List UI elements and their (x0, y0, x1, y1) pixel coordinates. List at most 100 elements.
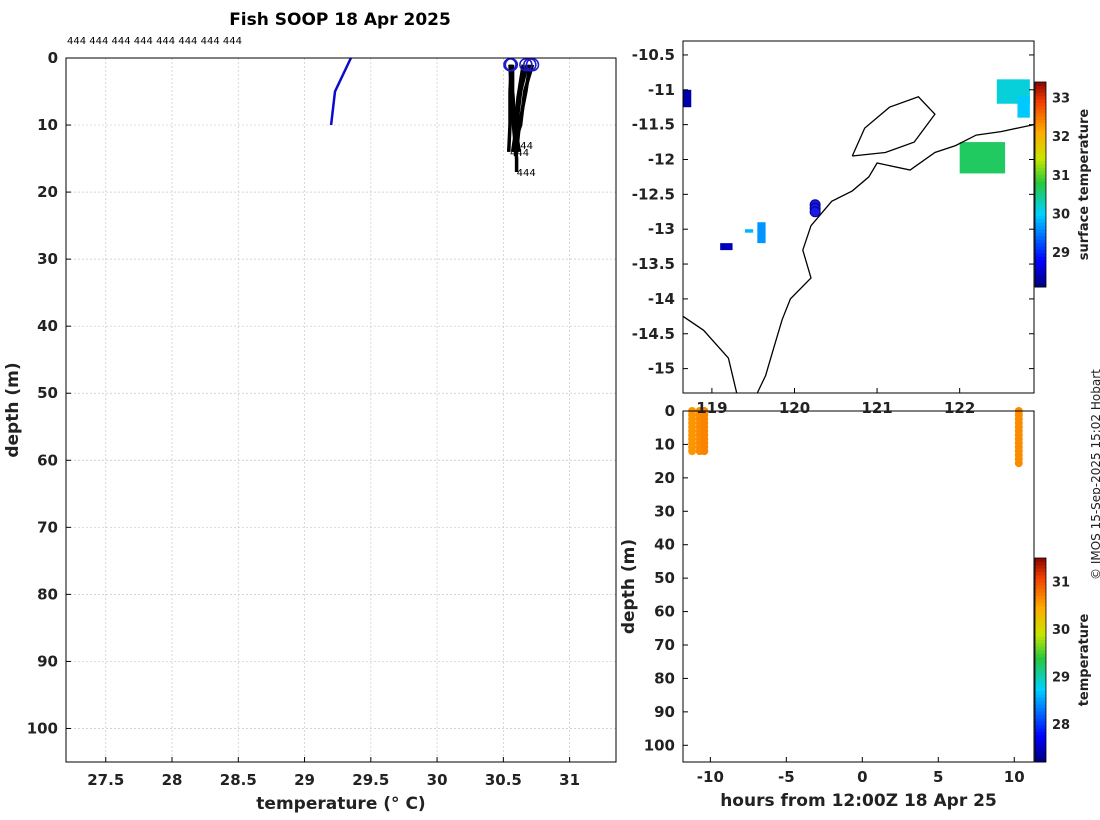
sst-colorbar-segment (1035, 177, 1046, 182)
profile-start-marker (519, 57, 533, 72)
profile-x-tick-label: 29 (294, 771, 315, 789)
profile-x-tick-label: 29.5 (352, 771, 389, 789)
temp-colorbar-segment (1035, 571, 1046, 576)
temp-colorbar-segment (1035, 663, 1046, 668)
sst-colorbar-label: surface temperature (1077, 109, 1092, 261)
temp-colorbar-segment (1035, 643, 1046, 647)
depth-time-y-tick-label: 20 (654, 469, 675, 487)
temp-colorbar-segment (1035, 660, 1046, 664)
temp-colorbar-segment (1035, 670, 1046, 675)
map-y-tick-label: -11.5 (632, 116, 675, 134)
coastline-0 (682, 315, 738, 394)
sst-colorbar-segment (1035, 160, 1046, 165)
profile-axes-frame (65, 57, 617, 763)
temp-colorbar-segment (1035, 568, 1046, 573)
depth-time-x-tick-label: 10 (1004, 768, 1025, 786)
temp-colorbar-segment (1035, 615, 1046, 620)
temp-colorbar-segment (1035, 728, 1046, 732)
profile-x-tick-label: 30 (427, 771, 448, 789)
temp-colorbar-segment (1035, 751, 1046, 756)
sst-colorbar-segment (1035, 194, 1046, 199)
depth-time-y-tick-label: 60 (654, 603, 675, 621)
map-y-tick-label: -12.5 (632, 185, 675, 203)
sst-colorbar-segment (1035, 102, 1046, 107)
temp-colorbar-segment (1035, 598, 1046, 603)
temp-colorbar-segment (1035, 626, 1046, 630)
sst-colorbar-segment (1035, 273, 1046, 278)
sst-patch-3 (683, 89, 692, 108)
temp-colorbar-segment (1035, 561, 1046, 566)
sst-colorbar-segment (1035, 119, 1046, 124)
temp-colorbar-segment (1035, 558, 1046, 562)
sst-colorbar-segment (1035, 136, 1046, 141)
temp-colorbar-segment (1035, 683, 1046, 688)
sst-colorbar-segment (1035, 235, 1046, 240)
temp-colorbar-segment (1035, 738, 1046, 743)
temp-colorbar-segment (1035, 694, 1046, 698)
sst-colorbar-segment (1035, 184, 1046, 189)
depth-time-x-axis-label: hours from 12:00Z 18 Apr 25 (720, 791, 997, 811)
sst-colorbar-segment (1035, 222, 1046, 226)
temp-colorbar-segment (1035, 745, 1046, 749)
depth-time-y-tick-label: 50 (654, 569, 675, 587)
temp-colorbar-segment (1035, 632, 1046, 637)
temp-colorbar-segment (1035, 649, 1046, 654)
temp-colorbar-segment (1035, 622, 1046, 627)
sst-colorbar-segment (1035, 92, 1046, 97)
temp-colorbar-segment (1035, 704, 1046, 709)
temp-colorbar-segment (1035, 588, 1046, 593)
temp-colorbar-segment (1035, 653, 1046, 658)
temp-colorbar-segment (1035, 605, 1046, 610)
profile-y-tick-label: 10 (37, 116, 58, 134)
sst-colorbar-segment (1035, 109, 1046, 114)
sst-colorbar-segment (1035, 283, 1046, 288)
profile-y-tick-label: 40 (37, 317, 58, 335)
temp-colorbar-segment (1035, 609, 1046, 613)
sst-colorbar-segment (1035, 215, 1046, 220)
temp-colorbar-segment (1035, 697, 1046, 702)
temp-colorbar-segment (1035, 619, 1046, 624)
sst-patch-5 (757, 222, 766, 244)
map-x-tick-label: 120 (779, 399, 810, 417)
depth-time-y-tick-label: 80 (654, 669, 675, 687)
temp-colorbar-segment (1035, 639, 1046, 644)
depth-time-y-tick-label: 0 (665, 402, 675, 420)
sst-colorbar-segment (1035, 225, 1046, 230)
temp-colorbar-segment (1035, 636, 1046, 641)
sst-colorbar-segment (1035, 198, 1046, 203)
sst-patch-4 (720, 243, 733, 251)
temp-colorbar-tick-label: 28 (1052, 718, 1070, 733)
map-x-tick-label: 121 (861, 399, 892, 417)
temp-colorbar-segment (1035, 687, 1046, 692)
map-y-tick-label: -14 (648, 290, 675, 308)
map-x-tick-label: 122 (944, 399, 975, 417)
temp-colorbar-segment (1035, 673, 1046, 678)
temp-colorbar-segment (1035, 741, 1046, 746)
sst-patch-2 (1017, 96, 1030, 118)
sst-colorbar-segment (1035, 263, 1046, 267)
sst-colorbar-segment (1035, 239, 1046, 244)
sst-colorbar-segment (1035, 167, 1046, 172)
sst-colorbar-tick-label: 30 (1052, 208, 1070, 223)
temp-colorbar-segment (1035, 581, 1046, 586)
map-y-tick-label: -10.5 (632, 46, 675, 64)
sst-colorbar-tick-label: 33 (1052, 91, 1070, 106)
sst-colorbar-segment (1035, 191, 1046, 196)
sst-colorbar-segment (1035, 153, 1046, 158)
map-y-tick-label: -11 (648, 81, 675, 99)
coastline-1 (756, 123, 1035, 394)
temp-colorbar-segment (1035, 612, 1046, 617)
depth-time-axes-frame (682, 410, 1035, 763)
sst-colorbar-segment (1035, 205, 1046, 209)
profile-y-tick-label: 100 (27, 719, 58, 737)
sst-colorbar-segment (1035, 112, 1046, 117)
profile-y-tick-label: 30 (37, 250, 58, 268)
sst-colorbar-segment (1035, 211, 1046, 216)
profile-x-tick-label: 27.5 (87, 771, 124, 789)
profile-x-axis-label: temperature (° C) (256, 794, 425, 814)
profile-position-marker (809, 206, 821, 218)
temp-colorbar-segment (1035, 602, 1046, 607)
temp-colorbar-segment (1035, 629, 1046, 634)
map-y-tick-label: -14.5 (632, 325, 675, 343)
